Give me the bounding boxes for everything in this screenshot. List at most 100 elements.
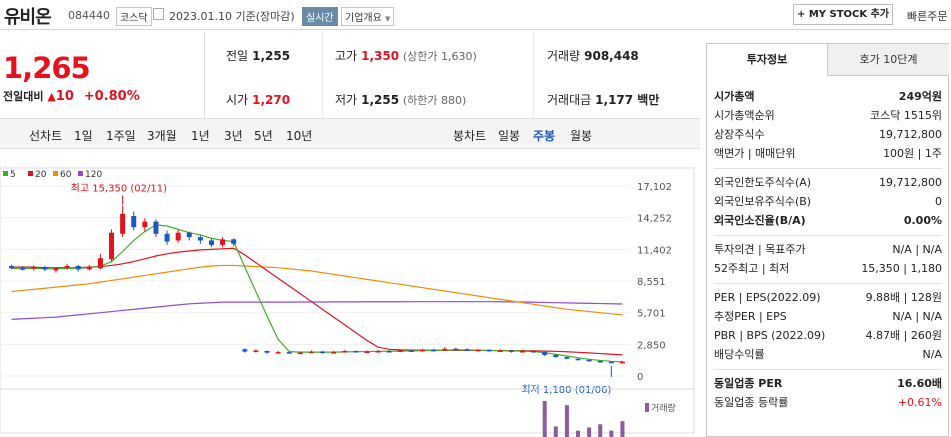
- info-value: 16.60배: [897, 377, 942, 390]
- candle-weekly[interactable]: 주봉: [533, 129, 556, 143]
- candle-body: [197, 237, 203, 241]
- info-row: 외국인한도주식수(A) 19,712,800: [714, 174, 942, 192]
- line-chart-label: 선차트: [29, 129, 63, 143]
- info-key: 동일업종 PER: [714, 377, 783, 390]
- candle-body: [175, 232, 181, 241]
- candle-body: [97, 258, 103, 269]
- candle-body: [375, 351, 381, 353]
- candle-body: [364, 351, 370, 354]
- company-overview-label: 기업개요: [345, 13, 382, 24]
- info-row: 액면가 | 매매단위 100원 | 1주: [714, 145, 942, 163]
- candle-body: [153, 221, 159, 234]
- divider: [322, 31, 323, 118]
- candle-body: [308, 351, 314, 354]
- calendar-icon: [153, 8, 164, 20]
- period-1w[interactable]: 1주일: [106, 129, 136, 143]
- info-value: 15,350 | 1,180: [861, 262, 942, 275]
- info-key: 52주최고 | 최저: [714, 262, 790, 275]
- candle-body: [553, 354, 559, 358]
- info-key: 추정PER | EPS: [714, 310, 787, 323]
- volume-bar: [620, 421, 625, 437]
- realtime-badge[interactable]: 실시간: [302, 7, 338, 26]
- legend-label: 5: [10, 170, 16, 180]
- period-1d[interactable]: 1일: [74, 129, 93, 143]
- tab-hoga-10[interactable]: 호가 10단계: [827, 44, 949, 76]
- legend-label: 60: [60, 170, 72, 180]
- candle-body: [386, 351, 392, 353]
- company-overview-dropdown[interactable]: 기업개요 ▼: [341, 7, 395, 26]
- candle-body: [297, 352, 303, 355]
- candle-body: [286, 352, 292, 354]
- volume-bar: [564, 405, 569, 437]
- candle-body: [64, 266, 70, 269]
- candle-body: [575, 358, 581, 361]
- info-key: 배당수익률: [714, 348, 765, 361]
- current-price: 1,265: [3, 51, 91, 85]
- candle-body: [331, 352, 337, 354]
- max-price-annotation: 최고 15,350 (02/11): [71, 182, 167, 194]
- info-row: 52주최고 | 최저 15,350 | 1,180: [714, 260, 942, 278]
- info-value: 249억원: [898, 90, 942, 103]
- y-tick-label: 2,850: [637, 340, 666, 351]
- summary-low: 저가 1,255 (하한가 880): [335, 91, 466, 108]
- period-5y[interactable]: 5년: [254, 129, 273, 143]
- candle-body: [53, 268, 59, 271]
- divider: [533, 31, 534, 118]
- info-row: 추정PER | EPS N/A | N/A: [714, 308, 942, 326]
- info-value: 코스닥 1515위: [870, 109, 942, 122]
- info-value: 4.87배 | 260원: [865, 329, 942, 342]
- summary-amount: 거래대금 1,177 백만: [547, 91, 659, 108]
- low-label: 저가: [335, 93, 358, 107]
- period-3m[interactable]: 3개월: [147, 129, 177, 143]
- low-value: 1,255: [361, 93, 400, 107]
- quick-order-link[interactable]: 빠른주문: [907, 10, 948, 23]
- amount-label: 거래대금: [547, 93, 592, 107]
- period-1y[interactable]: 1년: [191, 129, 210, 143]
- candle-body: [564, 357, 570, 359]
- candle-body: [86, 267, 92, 270]
- change-label: 전일대비: [3, 90, 44, 103]
- info-value: 9.88배 | 128원: [865, 291, 942, 304]
- price-chart[interactable]: 5 20 60 120 17,102 14,252 11,402 8,551 5,701 2,85…: [0, 165, 700, 437]
- info-row: 시가총액 249억원: [714, 88, 942, 106]
- divider: [714, 369, 942, 370]
- divider: [714, 235, 942, 236]
- summary-prev: 전일 1,255: [226, 47, 290, 64]
- info-key: PER | EPS(2022.09): [714, 291, 821, 304]
- info-value: 0: [935, 195, 942, 208]
- period-3y[interactable]: 3년: [224, 129, 243, 143]
- candle-body: [120, 213, 126, 234]
- add-mystock-button[interactable]: + MY STOCK 추가: [793, 4, 893, 25]
- y-tick-label: 0: [637, 372, 643, 383]
- candle-body: [486, 349, 492, 352]
- candle-body: [408, 350, 414, 352]
- candle-body: [264, 351, 270, 353]
- candle-monthly[interactable]: 월봉: [570, 129, 593, 143]
- divider: [714, 283, 942, 284]
- candle-body: [275, 352, 281, 354]
- candle-body: [253, 350, 259, 352]
- candle-body: [20, 268, 26, 270]
- triangle-up-icon: ▲: [47, 90, 56, 103]
- summary-high: 고가 1,350 (상한가 1,630): [335, 47, 477, 64]
- info-value: +0.61%: [897, 396, 942, 409]
- info-row: 외국인소진율(B/A) 0.00%: [714, 212, 942, 230]
- amount-value: 1,177 백만: [595, 93, 660, 107]
- volume-bar: [542, 401, 547, 437]
- tab-invest-info[interactable]: 투자정보: [707, 44, 827, 76]
- summary-volume: 거래량 908,448: [547, 47, 639, 64]
- candle-daily[interactable]: 일봉: [498, 129, 521, 143]
- invest-info-panel: 투자정보 호가 10단계 시가총액 249억원 시가총액순위 코스닥 1515위 상장주…: [706, 43, 949, 437]
- volume-bar: [576, 430, 581, 437]
- candle-body: [519, 351, 525, 353]
- candle-body: [531, 351, 537, 353]
- volume-bar: [553, 426, 558, 437]
- volume-bar: [587, 427, 592, 437]
- candle-body: [586, 359, 592, 362]
- period-10y[interactable]: 10년: [286, 129, 313, 143]
- y-tick-label: 8,551: [637, 277, 666, 288]
- candle-body: [42, 267, 48, 270]
- legend-label: 120: [85, 170, 102, 180]
- prev-close-label: 전일: [226, 49, 249, 63]
- info-key: 외국인보유주식수(B): [714, 195, 812, 208]
